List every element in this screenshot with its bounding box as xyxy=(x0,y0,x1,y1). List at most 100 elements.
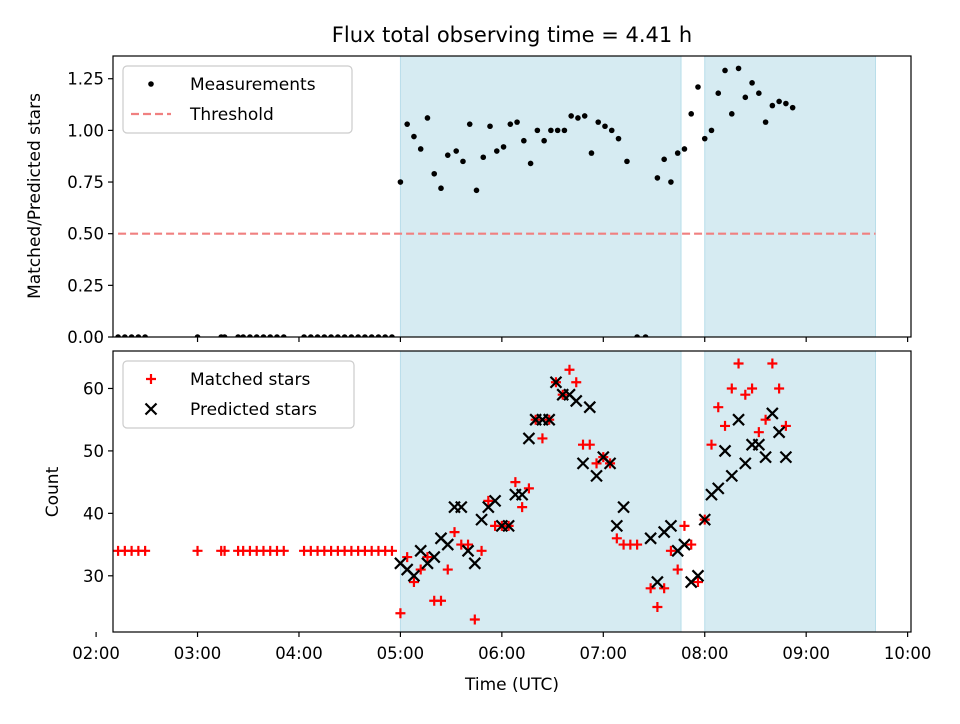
measurement-point xyxy=(221,334,228,337)
matched-star-point xyxy=(740,389,751,400)
measurement-point xyxy=(514,119,520,125)
predicted-star-point xyxy=(698,513,712,526)
predicted-star-point xyxy=(691,569,705,583)
predicted-star-point xyxy=(678,538,691,551)
measurement-point xyxy=(602,123,608,130)
measurement-point xyxy=(541,137,547,144)
matched-star-point xyxy=(402,552,413,563)
matched-star-point xyxy=(706,439,717,450)
measurement-point xyxy=(769,102,776,109)
measurement-point xyxy=(521,137,527,144)
matched-star-point xyxy=(523,483,534,494)
y-tick-label: 1.25 xyxy=(67,70,104,89)
measurement-point xyxy=(328,334,334,337)
matched-star-point xyxy=(611,533,622,544)
predicted-star-point xyxy=(752,438,766,451)
matched-star-point xyxy=(219,545,230,556)
x-tick-label: 10:00 xyxy=(884,644,932,663)
matched-star-point xyxy=(510,477,521,488)
matched-star-point xyxy=(692,577,703,588)
legend-box xyxy=(122,360,355,429)
x-tick-label: 07:00 xyxy=(580,644,628,663)
predicted-star-point xyxy=(779,450,793,464)
measurement-point xyxy=(122,334,128,337)
measurement-point xyxy=(247,334,253,337)
matched-star-point xyxy=(386,545,397,556)
predicted-star-point xyxy=(576,457,590,470)
matched-star-point xyxy=(476,545,487,556)
measurement-point xyxy=(554,127,561,134)
measurement-point xyxy=(708,127,715,134)
measurement-point xyxy=(404,121,410,127)
predicted-star-point xyxy=(515,488,529,501)
matched-star-point xyxy=(665,545,676,556)
measurement-point xyxy=(375,334,382,337)
measurement-point xyxy=(194,334,201,337)
measurement-point xyxy=(308,334,314,337)
y-tick-label: 0.75 xyxy=(67,173,104,192)
measurement-point xyxy=(115,334,121,337)
measurement-point xyxy=(444,152,451,158)
matched-star-point xyxy=(395,608,406,619)
measurement-point xyxy=(742,94,749,101)
measurement-point xyxy=(668,179,674,185)
y-tick-label: 1.00 xyxy=(67,121,104,140)
measurement-point xyxy=(235,334,241,337)
y-axis-label-top: Matched/Predicted stars xyxy=(25,93,45,299)
measurement-point xyxy=(411,133,417,140)
measurement-point xyxy=(473,187,480,194)
matched-star-point xyxy=(672,564,683,575)
predicted-star-point xyxy=(603,457,617,470)
measurement-point xyxy=(362,334,368,337)
measurement-point xyxy=(348,334,355,337)
matched-star-point xyxy=(767,358,778,369)
predicted-star-point xyxy=(461,544,475,558)
y-tick-label: 0.50 xyxy=(67,225,104,244)
measurement-point xyxy=(253,334,260,337)
matched-star-point xyxy=(564,364,575,375)
legend-plus-marker xyxy=(146,374,156,384)
matched-star-point xyxy=(442,564,453,575)
predicted-star-point xyxy=(644,532,657,545)
matched-star-point xyxy=(469,614,480,625)
y-axis-label-bottom: Count xyxy=(43,466,63,517)
axes-frame xyxy=(112,350,912,633)
observing-window-span xyxy=(399,350,682,633)
measurement-point xyxy=(487,123,493,130)
matched-star-point xyxy=(632,539,643,550)
measurement-point xyxy=(389,334,395,337)
legend-box xyxy=(122,65,353,134)
legend-x-marker xyxy=(144,402,158,416)
matched-star-point xyxy=(760,414,771,425)
predicted-star-point xyxy=(488,494,502,508)
legend-dot-marker xyxy=(148,81,154,87)
bottom-panel: 30 40 50 60 03:00 04:00 05:00 06:00 07:00 08:00 09… xyxy=(72,350,932,663)
predicted-star-point xyxy=(739,457,752,470)
matched-star-point xyxy=(584,439,595,450)
predicted-star-point xyxy=(414,544,427,558)
measurement-point xyxy=(142,334,148,337)
matched-star-point xyxy=(140,545,151,556)
measurement-point xyxy=(368,334,375,337)
predicted-star-point xyxy=(569,394,583,408)
predicted-star-point xyxy=(617,500,630,514)
matched-star-point xyxy=(774,383,785,394)
measurement-point xyxy=(480,154,487,161)
measurement-point xyxy=(561,127,568,134)
measurement-point xyxy=(260,334,267,337)
measurement-point xyxy=(762,119,769,125)
predicted-star-point xyxy=(766,407,779,420)
matched-star-point xyxy=(645,583,656,594)
matched-star-point xyxy=(720,420,731,431)
matched-star-point xyxy=(652,602,663,613)
y-tick-label: 50 xyxy=(83,442,104,461)
predicted-star-point xyxy=(502,519,515,533)
matched-star-point xyxy=(422,552,433,563)
matched-star-point xyxy=(733,358,744,369)
measurement-point xyxy=(783,100,789,107)
measurement-point xyxy=(634,334,640,337)
measurement-point xyxy=(749,80,755,86)
matched-star-point xyxy=(408,577,419,588)
matched-star-point xyxy=(679,520,690,531)
